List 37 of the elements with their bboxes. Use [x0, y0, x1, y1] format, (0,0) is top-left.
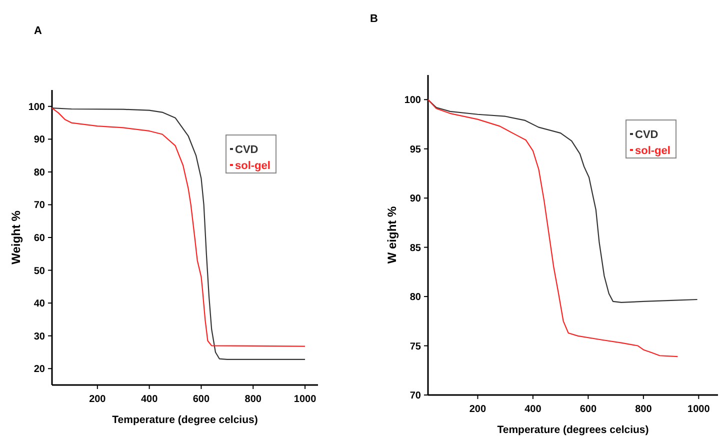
y-tick-label: 90	[34, 134, 46, 146]
y-tick-label: 70	[34, 200, 46, 212]
y-tick-label: 30	[34, 331, 46, 342]
y-tick-label: 40	[34, 298, 46, 310]
y-tick-label: 95	[410, 144, 422, 156]
legend-label: CVD	[235, 144, 258, 156]
y-axis-title: Weight %	[9, 210, 23, 264]
y-tick-label: 100	[28, 102, 46, 113]
y-tick-label: 80	[410, 292, 422, 304]
x-tick-label: 200	[89, 394, 106, 405]
x-tick-label: 1000	[688, 404, 710, 415]
x-tick-label: 400	[140, 394, 158, 405]
legend-label: sol-gel	[635, 145, 670, 157]
y-tick-label: 70	[410, 390, 422, 402]
chart-title: A	[34, 25, 42, 37]
y-tick-label: 50	[34, 266, 46, 277]
x-tick-label: 200	[469, 404, 486, 415]
x-tick-label: 1000	[294, 394, 317, 405]
x-tick-label: 800	[635, 404, 652, 415]
y-tick-label: 85	[410, 242, 422, 254]
x-axis-title: Temperature (degree celcius)	[112, 414, 258, 426]
y-tick-label: 80	[34, 167, 46, 178]
x-tick-label: 600	[192, 394, 210, 405]
y-tick-label: 90	[410, 194, 422, 205]
legend-label: CVD	[635, 129, 658, 141]
y-tick-label: 75	[410, 341, 422, 352]
line-series	[427, 99, 678, 358]
x-tick-label: 800	[244, 394, 262, 405]
x-axis-title: Temperature (degrees celcius)	[497, 424, 649, 436]
x-tick-label: 400	[524, 404, 542, 415]
y-tick-label: 100	[404, 95, 422, 106]
x-tick-label: 600	[580, 404, 597, 415]
legend-label: sol-gel	[235, 160, 270, 172]
y-axis-title: W eight %	[385, 206, 399, 264]
y-tick-label: 60	[34, 233, 46, 244]
y-tick-label: 20	[34, 364, 46, 376]
chart-title: B	[370, 13, 378, 25]
